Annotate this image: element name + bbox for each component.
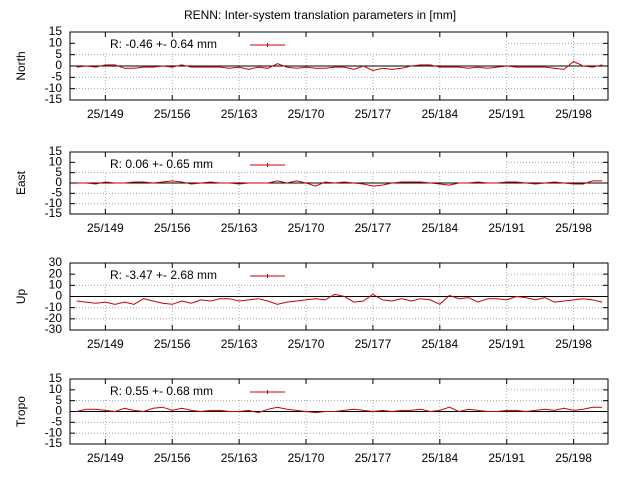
x-tick-label: 25/177 (355, 107, 392, 121)
y-axis-label: Tropo (14, 396, 28, 427)
data-line (76, 293, 603, 305)
x-tick-label: 25/184 (421, 221, 458, 235)
x-tick-label: 25/198 (555, 107, 592, 121)
y-tick-label: 10 (49, 278, 63, 292)
y-axis-label: Up (14, 289, 28, 305)
legend-label: R: 0.06 +- 0.65 mm (110, 157, 213, 171)
legend-label: R: -3.47 +- 2.68 mm (110, 268, 217, 282)
legend-box (71, 153, 506, 172)
x-tick-label: 25/191 (488, 107, 525, 121)
data-line (76, 60, 603, 72)
x-tick-label: 25/170 (288, 337, 325, 351)
x-tick-label: 25/177 (355, 451, 392, 465)
chart-title: RENN: Inter-system translation parameter… (184, 8, 456, 22)
data-line (76, 406, 603, 414)
x-tick-label: 25/177 (355, 221, 392, 235)
x-tick-label: 25/163 (221, 337, 258, 351)
x-tick-label: 25/163 (221, 107, 258, 121)
y-tick-label: 0 (55, 404, 62, 418)
x-tick-label: 25/170 (288, 107, 325, 121)
x-tick-label: 25/149 (87, 221, 124, 235)
y-tick-label: -10 (45, 196, 63, 210)
legend-label: R: 0.55 +- 0.68 mm (110, 384, 213, 398)
plot-frame (69, 31, 609, 101)
y-tick-label: -15 (45, 206, 63, 220)
plot-frame (69, 262, 609, 331)
x-tick-label: 25/191 (488, 221, 525, 235)
data-line (76, 180, 603, 187)
y-tick-label: -10 (45, 81, 63, 95)
x-tick-label: 25/191 (488, 337, 525, 351)
x-tick-label: 25/191 (488, 451, 525, 465)
x-tick-label: 25/198 (555, 221, 592, 235)
y-tick-label: 15 (49, 24, 63, 38)
y-tick-label: 20 (49, 266, 63, 280)
x-tick-label: 25/156 (154, 337, 191, 351)
x-tick-label: 25/149 (87, 107, 124, 121)
x-tick-label: 25/170 (288, 221, 325, 235)
y-tick-label: -5 (51, 415, 62, 429)
y-tick-label: -10 (45, 300, 63, 314)
y-tick-label: 10 (49, 36, 63, 50)
y-tick-label: 0 (55, 58, 62, 72)
x-tick-label: 25/184 (421, 451, 458, 465)
x-tick-label: 25/149 (87, 337, 124, 351)
y-axis-label: North (14, 51, 28, 80)
y-tick-label: 5 (55, 165, 62, 179)
x-tick-label: 25/163 (221, 221, 258, 235)
y-tick-label: 15 (49, 371, 63, 385)
y-tick-label: -20 (45, 311, 63, 325)
y-tick-label: 30 (49, 255, 63, 269)
plot-frame (69, 378, 609, 445)
y-axis-label: East (14, 170, 28, 195)
y-tick-label: -15 (45, 436, 63, 450)
y-tick-label: 10 (49, 155, 63, 169)
x-tick-label: 25/170 (288, 451, 325, 465)
x-tick-label: 25/198 (555, 337, 592, 351)
x-tick-label: 25/156 (154, 221, 191, 235)
y-tick-label: -10 (45, 425, 63, 439)
legend-box (71, 264, 506, 285)
x-tick-label: 25/184 (421, 337, 458, 351)
y-tick-label: -5 (51, 186, 62, 200)
x-tick-label: 25/177 (355, 337, 392, 351)
y-tick-label: -30 (45, 322, 63, 336)
y-tick-label: 5 (55, 393, 62, 407)
y-tick-label: 10 (49, 382, 63, 396)
legend-box (71, 380, 506, 400)
y-tick-label: 0 (55, 289, 62, 303)
x-tick-label: 25/156 (154, 451, 191, 465)
x-tick-label: 25/149 (87, 451, 124, 465)
y-tick-label: 15 (49, 144, 63, 158)
legend-label: R: -0.46 +- 0.64 mm (110, 37, 217, 51)
x-tick-label: 25/184 (421, 107, 458, 121)
y-tick-label: -15 (45, 92, 63, 106)
plot-frame (69, 151, 609, 215)
y-tick-label: 5 (55, 47, 62, 61)
legend-box (71, 33, 506, 54)
y-tick-label: 0 (55, 175, 62, 189)
x-tick-label: 25/156 (154, 107, 191, 121)
y-tick-label: -5 (51, 70, 62, 84)
x-tick-label: 25/198 (555, 451, 592, 465)
x-tick-label: 25/163 (221, 451, 258, 465)
